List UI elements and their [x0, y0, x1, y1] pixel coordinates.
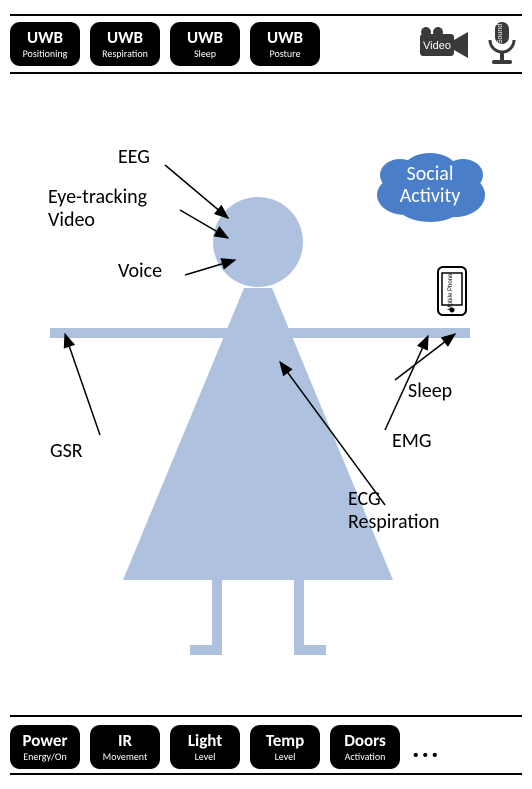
chip-title: Light [188, 732, 222, 749]
chip-title: Temp [266, 732, 304, 749]
chip-subtitle: Level [275, 751, 296, 762]
chip-title: IR [118, 732, 132, 749]
video-label: Video [423, 40, 451, 52]
chip-title: Power [22, 732, 67, 749]
chip-subtitle: Energy/On [23, 751, 66, 762]
chip-subtitle: Respiration [102, 48, 148, 59]
sound-icon: Sound [482, 20, 522, 68]
video-icon: Video [408, 24, 472, 64]
ellipsis-icon: ... [410, 730, 440, 765]
chip-title: UWB [267, 29, 303, 46]
label-eeg: EEG [118, 146, 150, 169]
figure-leg-right [294, 580, 304, 655]
figure-area: Social Activity Mobile Phone EEG Eye-tra… [10, 90, 522, 694]
chip-subtitle: Sleep [194, 48, 216, 59]
chip-uwb-respiration: UWB Respiration [90, 22, 160, 66]
chip-title: Doors [344, 732, 386, 749]
figure-foot-left [190, 645, 222, 655]
figure-leg-left [212, 580, 222, 655]
figure-foot-right [294, 645, 326, 655]
mobile-phone-icon: Mobile Phone [430, 265, 474, 326]
bottom-rule-1 [10, 715, 522, 717]
chip-subtitle: Level [195, 751, 216, 762]
chip-title: UWB [187, 29, 223, 46]
social-activity-cloud: Social Activity [370, 145, 490, 225]
chip-uwb-posture: UWB Posture [250, 22, 320, 66]
cloud-text: Social Activity [400, 163, 461, 207]
chip-power: Power Energy/On [10, 725, 80, 769]
top-rule-1 [10, 14, 522, 16]
arrow [165, 165, 228, 218]
sound-label: Sound [497, 24, 504, 44]
label-eyetracking: Eye-tracking Video [48, 186, 147, 232]
arrow [65, 334, 100, 435]
label-gsr: GSR [50, 440, 83, 463]
chip-subtitle: Activation [345, 751, 386, 762]
chip-ir: IR Movement [90, 725, 160, 769]
label-sleep: Sleep [408, 380, 452, 403]
chip-title: UWB [27, 29, 63, 46]
label-voice: Voice [118, 260, 162, 283]
label-ecg: ECG Respiration [348, 488, 440, 534]
chip-uwb-positioning: UWB Positioning [10, 22, 80, 66]
bottom-rule-2 [10, 773, 522, 775]
phone-text: Mobile Phone [448, 273, 454, 310]
chip-temp: Temp Level [250, 725, 320, 769]
top-bar: UWB Positioning UWB Respiration UWB Slee… [10, 20, 522, 68]
figure-head [213, 197, 303, 287]
top-rule-2 [10, 72, 522, 74]
chip-subtitle: Positioning [23, 48, 68, 59]
label-emg: EMG [392, 430, 431, 453]
chip-doors: Doors Activation [330, 725, 400, 769]
chip-subtitle: Movement [103, 751, 148, 762]
chip-light: Light Level [170, 725, 240, 769]
chip-title: UWB [107, 29, 143, 46]
chip-subtitle: Posture [270, 48, 301, 59]
bottom-bar: Power Energy/On IR Movement Light Level … [10, 725, 522, 769]
chip-uwb-sleep: UWB Sleep [170, 22, 240, 66]
